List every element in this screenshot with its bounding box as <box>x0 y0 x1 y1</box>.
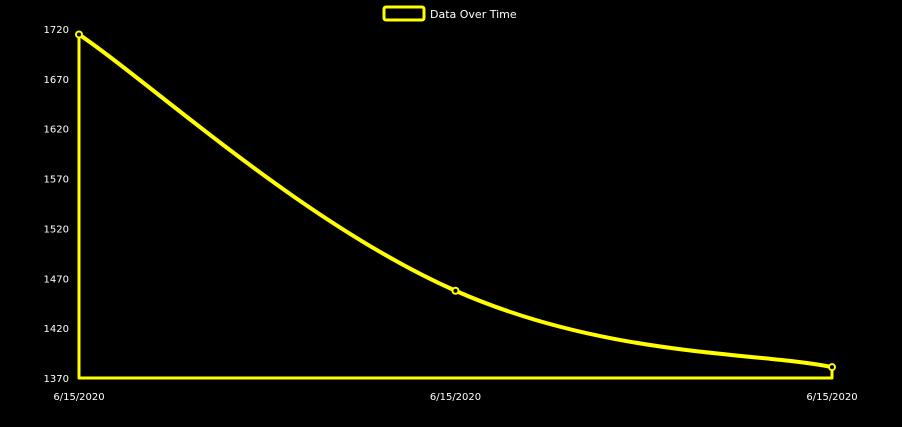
series-line <box>77 32 834 370</box>
x-tick-label: 6/15/2020 <box>806 392 857 403</box>
series-layer <box>75 30 836 380</box>
y-tick-label: 1470 <box>44 274 69 285</box>
y-tick-label: 1370 <box>44 374 69 385</box>
series-area-outline <box>77 32 834 380</box>
legend-swatch[interactable] <box>382 5 426 22</box>
legend-label[interactable]: Data Over Time <box>430 8 517 21</box>
data-point[interactable] <box>451 286 460 295</box>
data-point[interactable] <box>828 363 836 372</box>
x-tick-label: 6/15/2020 <box>53 392 104 403</box>
y-tick-label: 1670 <box>44 75 69 86</box>
y-tick-label: 1720 <box>44 25 69 36</box>
y-tick-label: 1620 <box>44 125 69 136</box>
y-tick-label: 1420 <box>44 324 69 335</box>
data-point[interactable] <box>75 30 83 39</box>
y-tick-label: 1570 <box>44 175 69 186</box>
legend[interactable]: Data Over Time <box>382 5 517 22</box>
x-axis-ticks: 6/15/2020 6/15/2020 6/15/2020 <box>53 392 857 403</box>
y-axis-ticks: 1720 1670 1620 1570 1520 1470 1420 1370 <box>44 25 69 385</box>
y-tick-label: 1520 <box>44 224 69 235</box>
x-tick-label: 6/15/2020 <box>430 392 481 403</box>
